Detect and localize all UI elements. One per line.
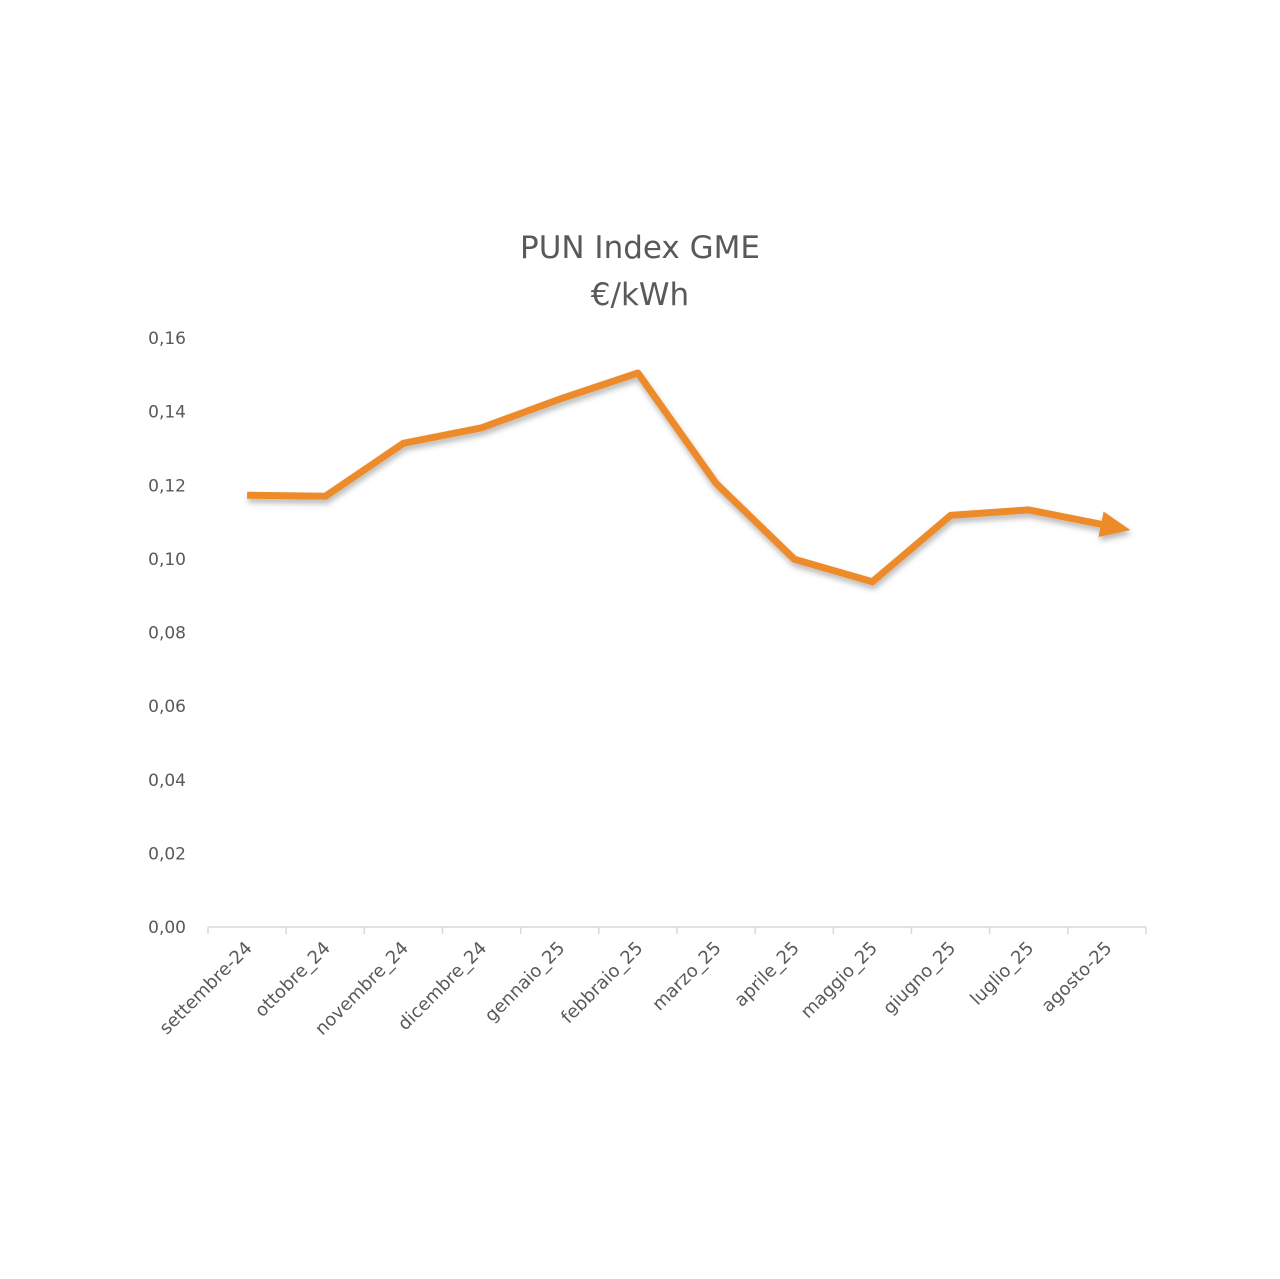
data-point [322,493,329,500]
x-axis: settembre-24ottobre_24novembre_24dicembr… [155,926,1147,1040]
x-tick-label: aprile_25 [730,938,803,1011]
y-tick-label: 0,12 [148,476,186,496]
data-point [478,424,485,431]
x-tick-label: agosto-25 [1037,938,1116,1017]
y-tick-label: 0,08 [148,624,186,644]
chart-title: PUN Index GME €/kWh [520,230,760,313]
data-point [1103,522,1110,529]
y-tick-label: 0,16 [148,329,186,349]
y-tick-label: 0,10 [148,550,186,570]
data-point [869,578,876,585]
x-tick-label: ottobre_24 [251,938,335,1022]
series-line [247,369,1131,586]
y-tick-label: 0,02 [148,844,186,864]
data-point [1025,506,1032,513]
x-tick-label: febbraio_25 [557,938,647,1028]
x-tick-label: giugno_25 [879,938,960,1019]
x-tick-label: luglio_25 [966,938,1038,1010]
data-point [947,512,954,519]
x-tick-label: maggio_25 [797,938,882,1023]
y-tick-label: 0,04 [148,771,186,791]
data-point [244,492,251,499]
data-point [400,440,407,447]
y-tick-label: 0,14 [148,403,186,423]
data-point [556,396,563,403]
y-tick-label: 0,00 [148,918,186,938]
x-tick-label: marzo_25 [648,938,725,1015]
y-tick-label: 0,06 [148,697,186,717]
plot-area [244,369,1131,586]
data-point [634,369,641,376]
chart-title-line-2: €/kWh [591,277,689,313]
y-axis: 0,16 0,14 0,12 0,10 0,08 0,06 0,04 0,02 0,00 [148,329,186,938]
chart-title-line-1: PUN Index GME [520,230,760,266]
data-point [791,556,798,563]
data-point [713,480,720,487]
x-tick-label: settembre-24 [155,938,256,1039]
